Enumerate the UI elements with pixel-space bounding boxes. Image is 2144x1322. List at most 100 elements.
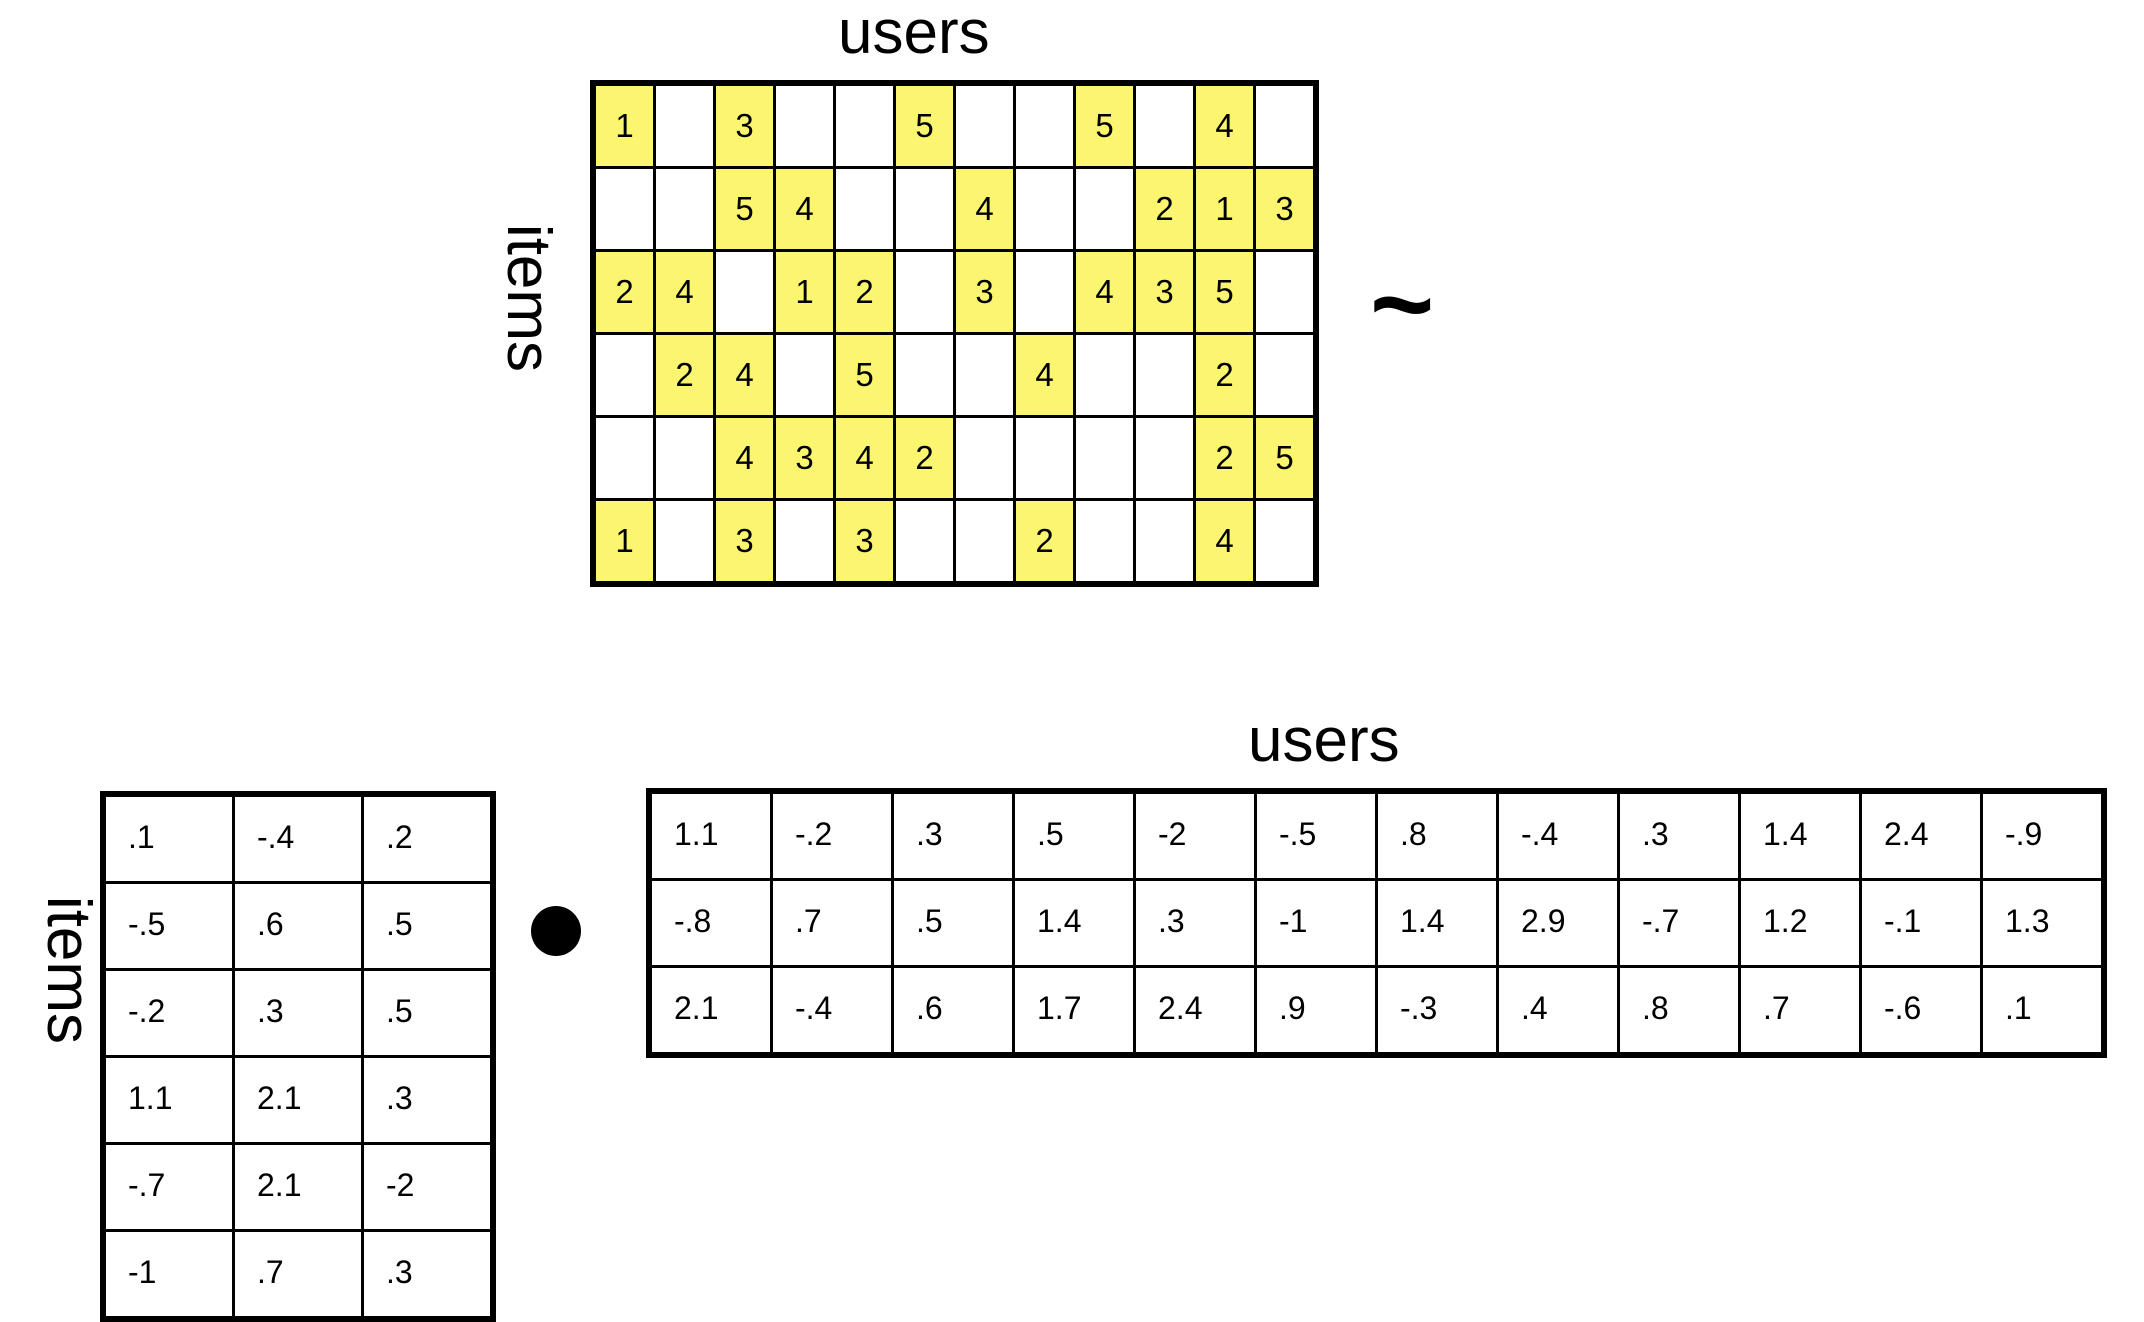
- user-factor-cell: .1: [1980, 965, 2106, 1057]
- rating-cell: [1013, 415, 1076, 501]
- rating-cell: 4: [1193, 498, 1256, 586]
- rating-cell: [893, 332, 956, 418]
- rating-cell: [1133, 81, 1196, 169]
- rating-cell: [713, 249, 776, 335]
- rating-cell: 4: [953, 166, 1016, 252]
- rating-cell: [653, 498, 716, 586]
- rating-cell: [773, 332, 836, 418]
- rating-cell: 3: [833, 498, 896, 586]
- user-factor-cell: -1: [1254, 878, 1378, 968]
- user-factor-cell-row: 1.1 -.2.3.5 -2 -.5.8 -.4.3 1.4 2.4 -.9: [647, 789, 2106, 881]
- rating-cell: [773, 498, 836, 586]
- user-factors-users-label: users: [1248, 706, 1400, 775]
- rating-cell: 2: [1193, 415, 1256, 501]
- item-factor-cell: .7: [232, 1229, 364, 1321]
- item-factors-items-label: items: [34, 895, 103, 1045]
- item-factor-cell: .3: [361, 1229, 495, 1321]
- rating-cell: [893, 249, 956, 335]
- rating-cell: [653, 166, 716, 252]
- item-factor-cell-row: -.5.6.5: [101, 881, 495, 971]
- user-factor-cell: -.3: [1375, 965, 1499, 1057]
- item-factor-cell: .6: [232, 881, 364, 971]
- item-factor-cell: .5: [361, 881, 495, 971]
- item-factor-cell: -.4: [232, 792, 364, 884]
- rating-cell: 4: [1193, 81, 1256, 169]
- rating-cell: 3: [713, 498, 776, 586]
- item-factor-cell-row: 1.1 2.1.3: [101, 1055, 495, 1145]
- rating-cell: [1133, 498, 1196, 586]
- user-factor-cell: .6: [891, 965, 1015, 1057]
- ratings-items-label: items: [494, 223, 563, 373]
- user-factor-cell: -.8: [647, 878, 773, 968]
- rating-cell: 4: [713, 415, 776, 501]
- user-factor-cell: -.1: [1859, 878, 1983, 968]
- rating-cell: 1: [1193, 166, 1256, 252]
- rating-cell: [1013, 249, 1076, 335]
- rating-cell: 2: [893, 415, 956, 501]
- user-factor-cell: -.6: [1859, 965, 1983, 1057]
- rating-cell: [1253, 249, 1318, 335]
- rating-cell: [953, 498, 1016, 586]
- rating-cell: 2: [1193, 332, 1256, 418]
- user-factor-cell-row: -.8.7.5 1.4.3 -1 1.4 2.9 -.7 1.2 -.1 1.3: [647, 878, 2106, 968]
- rating-cell: 4: [773, 166, 836, 252]
- user-factor-cell: .3: [1617, 789, 1741, 881]
- rating-cell: [1013, 166, 1076, 252]
- rating-cell: [833, 166, 896, 252]
- item-factor-cell: -2: [361, 1142, 495, 1232]
- rating-cell: 5: [713, 166, 776, 252]
- user-factor-cell: 2.4: [1133, 965, 1257, 1057]
- rating-cell: [1133, 332, 1196, 418]
- rating-cell: [1013, 81, 1076, 169]
- rating-cell: [1073, 332, 1136, 418]
- rating-cell: [591, 415, 656, 501]
- item-factor-cell-row: -.2.3.5: [101, 968, 495, 1058]
- item-factor-cell: 2.1: [232, 1142, 364, 1232]
- rating-cell: [1253, 498, 1318, 586]
- item-factor-cell: -.7: [101, 1142, 235, 1232]
- rating-cell: 4: [1073, 249, 1136, 335]
- user-factor-cell: 1.4: [1738, 789, 1862, 881]
- rating-cell: [833, 81, 896, 169]
- rating-cell: 4: [713, 332, 776, 418]
- user-factor-cell: .3: [1133, 878, 1257, 968]
- user-factor-cell: 1.2: [1738, 878, 1862, 968]
- user-factor-cell: -.7: [1617, 878, 1741, 968]
- rating-cell: [653, 81, 716, 169]
- user-factor-cell: 2.4: [1859, 789, 1983, 881]
- ratings-users-label: users: [838, 0, 990, 67]
- dot-product-symbol: [531, 906, 581, 956]
- user-factor-cell: .7: [1738, 965, 1862, 1057]
- rating-cell: [1133, 415, 1196, 501]
- rating-cell: [1253, 332, 1318, 418]
- user-factor-cell: -.4: [1496, 789, 1620, 881]
- rating-cell: [1253, 81, 1318, 169]
- rating-cell: [953, 332, 1016, 418]
- user-factor-cell: 2.9: [1496, 878, 1620, 968]
- rating-cell: 2: [591, 249, 656, 335]
- user-factor-cell-row: 2.1 -.4.6 1.7 2.4.9 -.3.4.8.7 -.6.1: [647, 965, 2106, 1057]
- rating-cell: 3: [1133, 249, 1196, 335]
- user-factor-cell: -.9: [1980, 789, 2106, 881]
- user-factor-cell: .4: [1496, 965, 1620, 1057]
- user-factor-cell: -.5: [1254, 789, 1378, 881]
- rating-cell: 4: [653, 249, 716, 335]
- user-factor-cell: .9: [1254, 965, 1378, 1057]
- item-factor-cell: .3: [232, 968, 364, 1058]
- item-factor-cell: .2: [361, 792, 495, 884]
- rating-cell: 2: [653, 332, 716, 418]
- rating-cell: [1073, 498, 1136, 586]
- rating-cell: [1073, 415, 1136, 501]
- rating-cell: [1073, 166, 1136, 252]
- user-factor-cell: .5: [891, 878, 1015, 968]
- rating-cell: 3: [773, 415, 836, 501]
- user-factors-matrix: 1.1 -.2.3.5 -2 -.5.8 -.4.3 1.4 2.4 -.9 -.8.7.5 1.…: [646, 788, 2107, 1058]
- rating-cell: 1: [773, 249, 836, 335]
- rating-cell: [953, 415, 1016, 501]
